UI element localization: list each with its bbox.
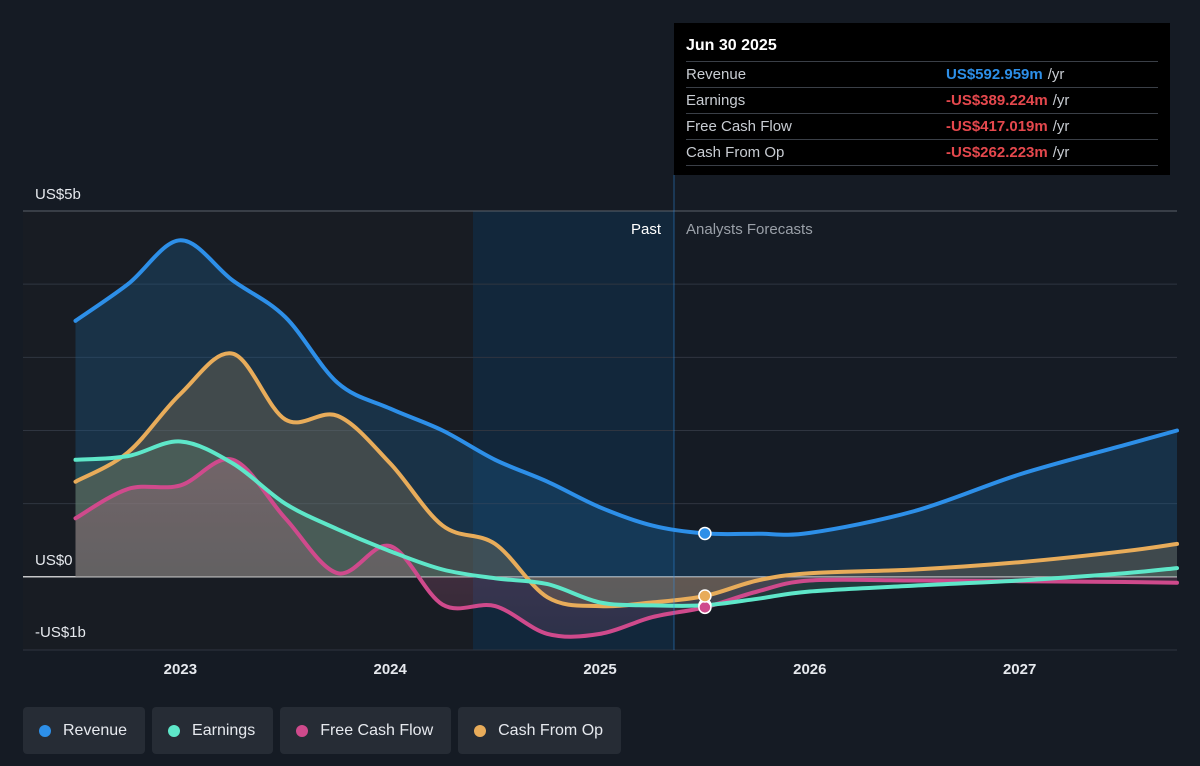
legend-item-revenue[interactable]: Revenue	[23, 707, 146, 754]
tooltip-unit: /yr	[1052, 118, 1070, 135]
x-axis-tick-label: 2025	[583, 661, 616, 678]
series-area-revenue	[75, 240, 1177, 577]
tooltip-unit: /yr	[1052, 144, 1070, 161]
series-lines	[73, 238, 1179, 639]
tooltip-value: -US$389.224m	[946, 92, 1048, 109]
legend-item-free-cash-flow[interactable]: Free Cash Flow	[280, 707, 452, 754]
tooltip: Jun 30 2025 Revenue US$592.959m /yr Earn…	[674, 23, 1170, 175]
tooltip-row-cash-from-op: Cash From Op -US$262.223m /yr	[686, 139, 1158, 166]
series-line-cash-from-op	[73, 351, 1179, 609]
tooltip-label: Revenue	[686, 66, 747, 83]
chart-canvas: US$5b US$0 -US$1b 2023 2024 2025 2026 2027 Past A…	[23, 175, 1179, 678]
tooltip-label: Earnings	[686, 92, 746, 109]
legend-dot-icon	[168, 724, 181, 737]
y-axis-label: US$0	[35, 552, 73, 569]
tooltip-unit: /yr	[1047, 66, 1065, 83]
series-line-revenue	[73, 238, 1179, 537]
highlight-point-free-cash-flow	[698, 600, 712, 615]
forecast-label: Analysts Forecasts	[686, 221, 813, 238]
legend-label: Earnings	[192, 721, 256, 739]
tooltip-value: US$592.959m	[946, 66, 1043, 83]
series-area-cash-from-op	[75, 353, 1177, 607]
x-axis-tick-label: 2026	[793, 661, 826, 678]
highlight-markers	[698, 526, 712, 615]
legend-item-earnings[interactable]: Earnings	[152, 707, 274, 754]
tooltip-value: -US$262.223m	[946, 144, 1048, 161]
x-axis-tick-label: 2024	[373, 661, 407, 678]
highlight-point-cash-from-op	[698, 589, 712, 603]
series-line-earnings	[73, 439, 1179, 608]
tooltip-unit: /yr	[1052, 92, 1070, 109]
legend-dot-icon	[39, 724, 51, 737]
x-axis-tick-label: 2027	[1003, 661, 1036, 678]
tooltip-value: -US$417.019m	[946, 118, 1048, 135]
past-label: Past	[631, 221, 662, 238]
legend-label: Free Cash Flow	[320, 721, 434, 739]
tooltip-row-earnings: Earnings -US$389.224m /yr	[686, 87, 1158, 113]
legend: Revenue Earnings Free Cash Flow Cash Fro…	[23, 707, 622, 754]
axis-labels: US$5b US$0 -US$1b 2023 2024 2025 2026 2027 Past A…	[35, 186, 1036, 678]
legend-item-cash-from-op[interactable]: Cash From Op	[458, 707, 622, 754]
tooltip-date: Jun 30 2025	[686, 37, 777, 54]
series-area-free-cash-flow	[75, 459, 1177, 637]
tooltip-label: Cash From Op	[686, 144, 785, 161]
series-fills	[75, 240, 1177, 637]
legend-dot-icon	[474, 724, 487, 737]
x-axis-tick-label: 2023	[164, 661, 197, 678]
series-line-free-cash-flow	[73, 457, 1179, 639]
tooltip-label: Free Cash Flow	[686, 118, 792, 135]
highlight-point-revenue	[698, 526, 712, 541]
legend-dot-icon	[296, 724, 309, 737]
series-area-earnings	[75, 441, 1177, 606]
legend-label: Revenue	[63, 721, 128, 739]
y-axis-label: -US$1b	[35, 624, 86, 641]
tooltip-row-free-cash-flow: Free Cash Flow -US$417.019m /yr	[686, 113, 1158, 139]
legend-label: Cash From Op	[498, 721, 604, 739]
y-axis-label: US$5b	[35, 186, 81, 203]
tooltip-row-revenue: Revenue US$592.959m /yr	[686, 61, 1158, 87]
